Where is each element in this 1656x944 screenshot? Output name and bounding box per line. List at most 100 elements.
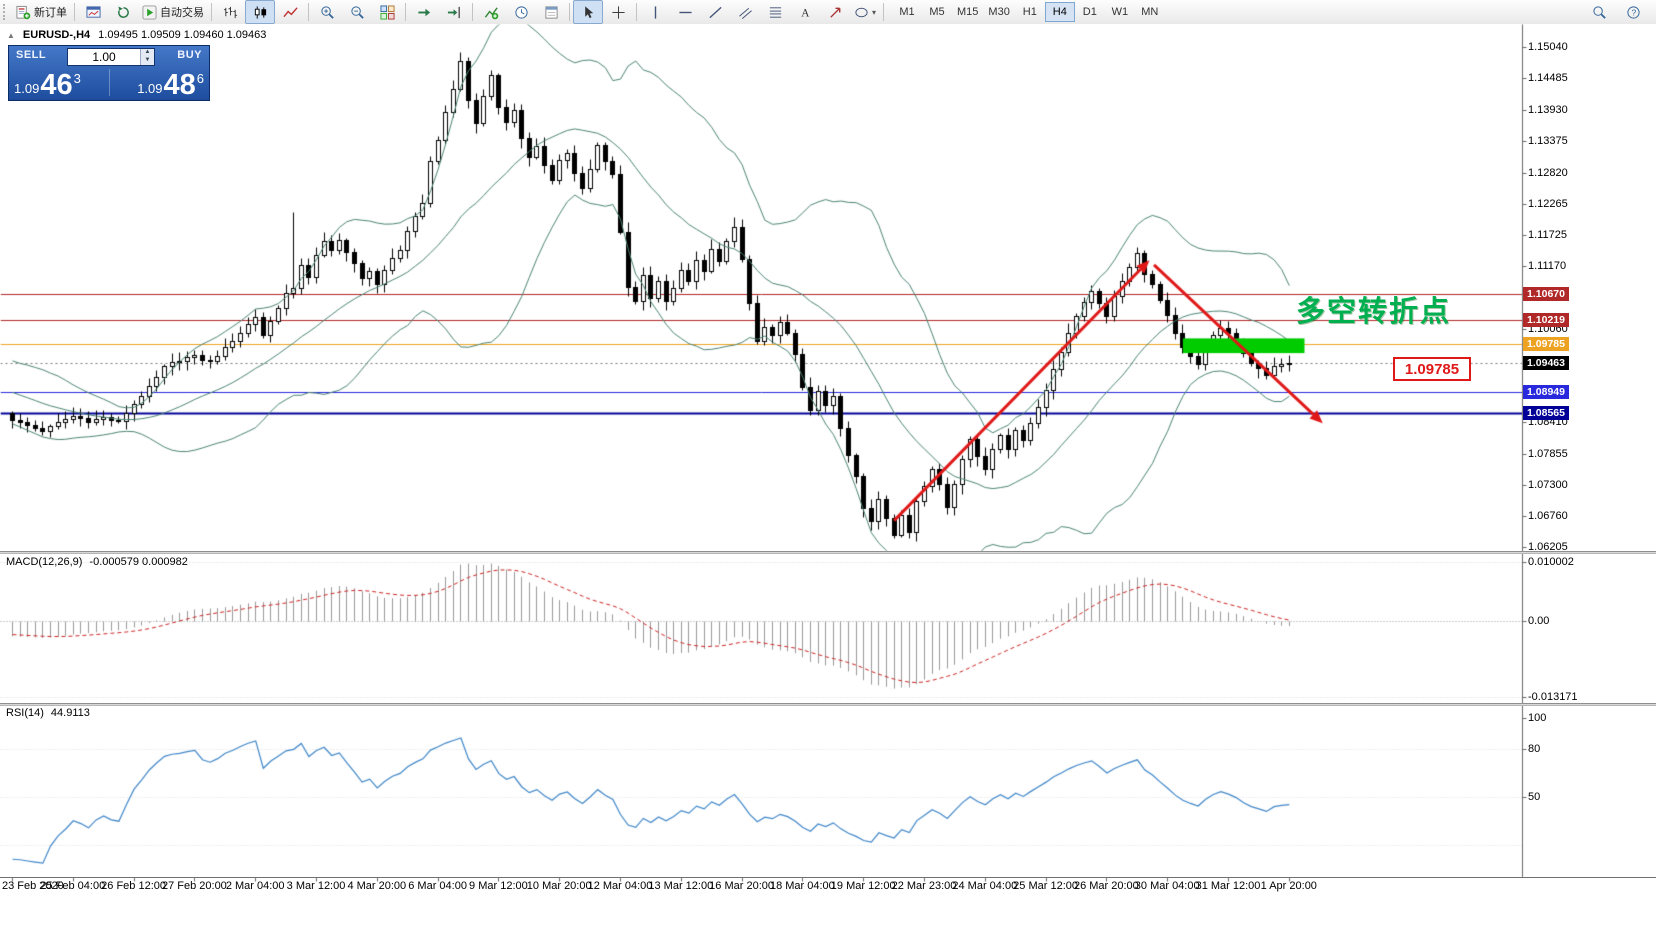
buy-button[interactable]: BUY 1.09 48 6 xyxy=(109,46,209,100)
volume-spinner xyxy=(140,49,154,65)
timeframe-w1-button[interactable]: W1 xyxy=(1111,6,1129,18)
price-level-label: 1.09785 xyxy=(1523,337,1569,352)
channel-button[interactable] xyxy=(730,0,760,24)
templates-icon xyxy=(544,5,559,20)
channel-icon xyxy=(738,5,753,20)
timeframe-mn-button[interactable]: MN xyxy=(1141,6,1159,18)
toolbar-grip[interactable] xyxy=(3,4,9,20)
horizontal-line-button[interactable] xyxy=(670,0,700,24)
autotrade-icon xyxy=(142,4,157,20)
time-axis-label: 19 Mar 12:00 xyxy=(830,880,896,892)
hline-icon xyxy=(678,5,693,20)
shapes-icon xyxy=(854,5,869,20)
open-chart-button[interactable] xyxy=(78,0,108,24)
price-axis-label: 1.12820 xyxy=(1528,166,1568,179)
timeframe-h4-button[interactable]: H4 xyxy=(1044,2,1075,22)
chart-window-icon xyxy=(85,5,101,20)
toolbar-separator xyxy=(308,3,309,21)
candle-chart-button[interactable] xyxy=(245,0,275,24)
search-button[interactable] xyxy=(1584,0,1614,24)
buy-price: 1.09 48 6 xyxy=(137,69,204,101)
sell-button[interactable]: SELL 1.09 46 3 xyxy=(9,46,109,100)
time-axis-label: 9 Mar 12:00 xyxy=(469,880,528,892)
volume-decrease-button[interactable] xyxy=(141,57,154,65)
zoom-out-button[interactable] xyxy=(342,0,372,24)
crosshair-button[interactable] xyxy=(603,0,633,24)
toolbar-items: 新订单 自动交易 A ▾ xyxy=(12,0,887,24)
toolbar-separator xyxy=(405,3,406,21)
price-axis-label: 1.07300 xyxy=(1528,479,1568,492)
time-axis-label: 26 Mar 20:00 xyxy=(1073,880,1139,892)
time-axis-label: 22 Mar 23:00 xyxy=(891,880,957,892)
templates-button[interactable] xyxy=(536,0,566,24)
macd-indicator-label: MACD(12,26,9) -0.000579 0.000982 xyxy=(6,556,188,568)
auto-scroll-icon xyxy=(417,5,432,20)
refresh-button[interactable] xyxy=(108,0,138,24)
shapes-button[interactable]: ▾ xyxy=(850,0,880,24)
time-axis-label: 23 Feb 2020 xyxy=(2,880,64,892)
macd-axis-label: -0.013171 xyxy=(1528,691,1578,703)
svg-text:A: A xyxy=(801,7,810,19)
price-axis[interactable]: 1.15040 1.14485 1.13930 1.13375 1.12820 1.122… xyxy=(1523,24,1655,877)
timeframe-m30-button[interactable]: M30 xyxy=(988,6,1010,18)
vline-icon xyxy=(648,5,663,20)
pane-separator[interactable] xyxy=(0,551,1656,554)
bar-chart-icon xyxy=(223,5,238,20)
vertical-line-button[interactable] xyxy=(640,0,670,24)
bar-chart-button[interactable] xyxy=(215,0,245,24)
indicators-button[interactable] xyxy=(476,0,506,24)
search-icon xyxy=(1592,5,1607,20)
tile-windows-icon xyxy=(379,4,395,20)
text-button[interactable]: A xyxy=(790,0,820,24)
tile-windows-button[interactable] xyxy=(372,0,402,24)
toolbar: 新订单 自动交易 A ▾ M1 M5 M15 M30 H1 H4 D1 W1 MN ? xyxy=(0,0,1656,25)
timeframe-m15-button[interactable]: M15 xyxy=(957,6,979,18)
fibonacci-button[interactable] xyxy=(760,0,790,24)
time-axis[interactable]: 23 Feb 2020 25 Feb 04:00 26 Feb 12:00 27 Fe… xyxy=(0,878,1522,894)
timeframe-d1-button[interactable]: D1 xyxy=(1082,6,1097,18)
periods-button[interactable] xyxy=(506,0,536,24)
pane-separator[interactable] xyxy=(0,703,1656,706)
line-chart-icon xyxy=(282,5,298,20)
cursor-button[interactable] xyxy=(573,0,603,24)
new-order-button[interactable]: 新订单 xyxy=(12,0,71,24)
rsi-indicator-label: RSI(14) 44.9113 xyxy=(6,707,90,719)
buy-label: BUY xyxy=(177,49,202,61)
zoom-in-icon xyxy=(320,5,335,20)
time-axis-label: 27 Feb 20:00 xyxy=(161,880,227,892)
autotrade-button[interactable]: 自动交易 xyxy=(138,0,208,24)
symbol-period-label: EURUSD-,H4 xyxy=(22,29,91,41)
macd-axis-label: 0.010002 xyxy=(1528,556,1574,568)
new-order-button-label: 新订单 xyxy=(34,7,67,19)
volume-input[interactable] xyxy=(68,49,140,65)
symbol-info: ▲ EURUSD-,H4 1.09495 1.09509 1.09460 1.0… xyxy=(7,29,266,41)
annotation-text: 多空转折点 xyxy=(1296,296,1452,328)
toolbar-separator xyxy=(883,3,885,21)
timeframe-m5-button[interactable]: M5 xyxy=(929,6,945,18)
chart-canvas[interactable] xyxy=(0,24,1656,944)
time-axis-label: 30 Mar 04:00 xyxy=(1134,880,1200,892)
price-level-label: 1.08565 xyxy=(1523,406,1569,421)
chart-shift-button[interactable] xyxy=(439,0,469,24)
arrow-tool-button[interactable] xyxy=(820,0,850,24)
price-level-label: 1.08949 xyxy=(1523,384,1569,399)
line-chart-button[interactable] xyxy=(275,0,305,24)
timeframe-m1-button[interactable]: M1 xyxy=(899,6,915,18)
toolbar-right: ? xyxy=(1584,0,1656,24)
auto-scroll-button[interactable] xyxy=(409,0,439,24)
timeframe-h1-button[interactable]: H1 xyxy=(1022,6,1037,18)
cursor-icon xyxy=(581,5,596,20)
price-axis-label: 1.06205 xyxy=(1528,541,1568,553)
time-axis-label: 10 Mar 20:00 xyxy=(526,880,592,892)
price-axis-label: 1.14485 xyxy=(1528,72,1568,85)
price-axis-label: 1.13930 xyxy=(1528,103,1568,116)
price-axis-label: 1.12265 xyxy=(1528,198,1568,211)
trendline-button[interactable] xyxy=(700,0,730,24)
zoom-in-button[interactable] xyxy=(312,0,342,24)
help-button[interactable]: ? xyxy=(1618,0,1648,24)
time-axis-label: 18 Mar 04:00 xyxy=(769,880,835,892)
zoom-out-icon xyxy=(350,5,365,20)
sell-price: 1.09 46 3 xyxy=(14,69,81,101)
volume-increase-button[interactable] xyxy=(141,49,154,57)
